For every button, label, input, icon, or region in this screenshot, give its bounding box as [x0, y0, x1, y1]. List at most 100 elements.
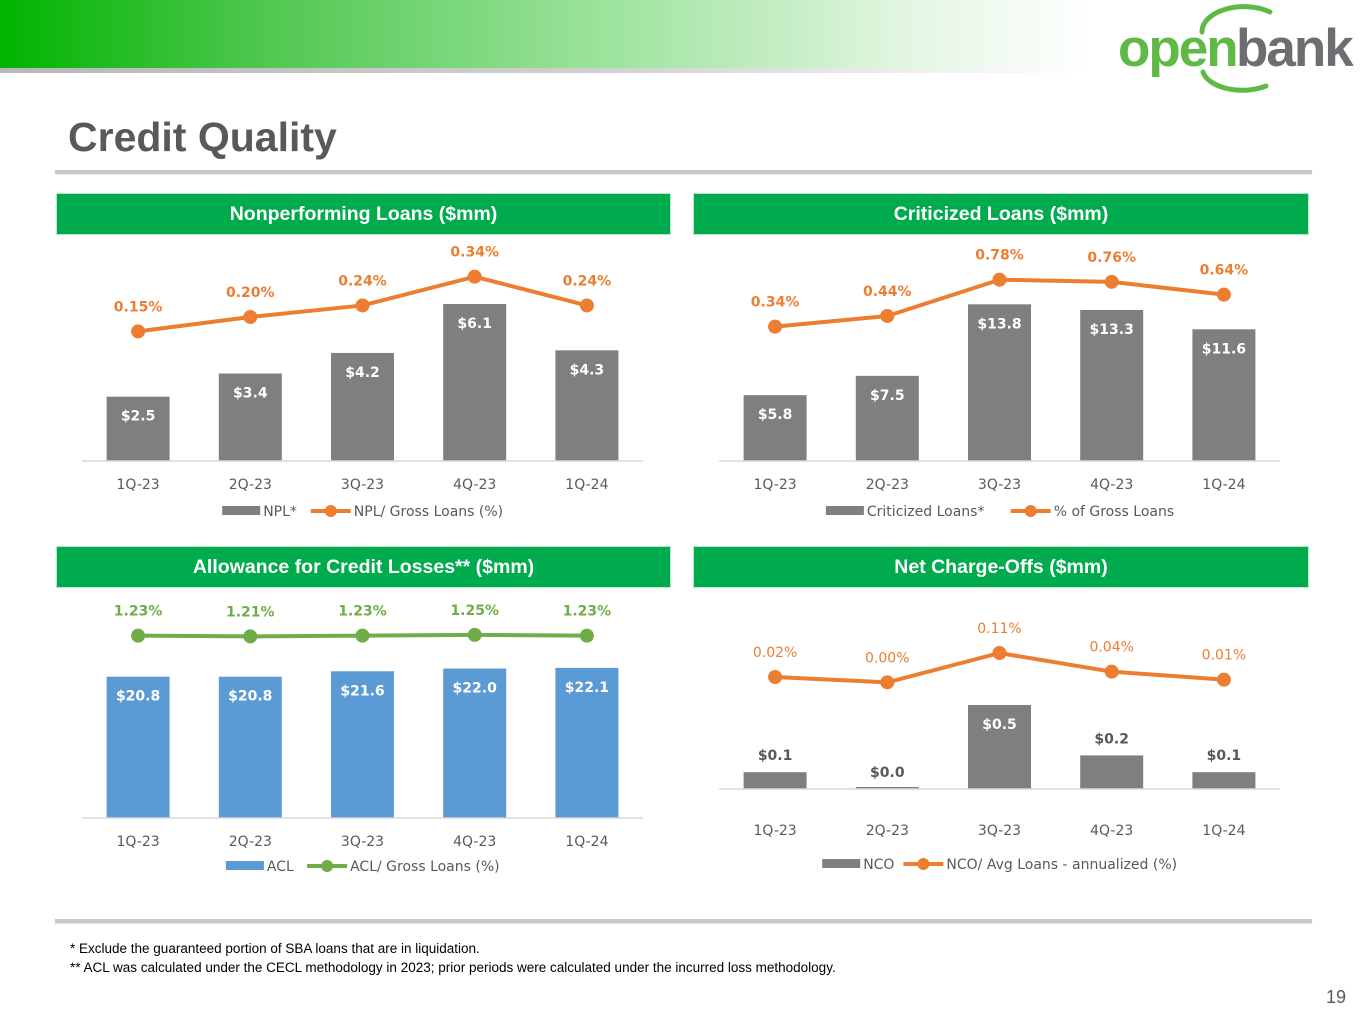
line-point-4q-23 [1104, 274, 1119, 289]
category-label: 4Q-23 [453, 477, 496, 493]
category-label: 3Q-23 [341, 834, 384, 850]
line-label: 1.23% [563, 604, 612, 620]
line-point-1q-23 [768, 319, 783, 334]
footer-divider [55, 919, 1312, 923]
bar-label: $20.8 [228, 689, 272, 705]
line-point-4q-23 [467, 627, 482, 642]
category-label: 1Q-23 [117, 834, 160, 850]
line-point-2q-23 [880, 675, 895, 690]
bar-2q-23 [218, 676, 282, 818]
line-label: 0.02% [753, 645, 797, 661]
line-label: 0.24% [563, 273, 612, 289]
bar-label: $5.8 [758, 407, 793, 423]
legend-swatch-bar [222, 506, 261, 515]
bar-label: $2.5 [121, 409, 156, 425]
line-point-1q-23 [131, 324, 146, 339]
logo-open-text: open [1118, 19, 1237, 78]
category-label: 1Q-24 [565, 834, 608, 850]
legend-label-bar: NCO [863, 857, 894, 873]
line-label: 0.34% [751, 295, 800, 311]
line-point-2q-23 [880, 308, 895, 323]
category-label: 3Q-23 [341, 477, 384, 493]
bar-3q-23 [968, 304, 1031, 461]
footnote-sba: * Exclude the guaranteed portion of SBA … [70, 941, 480, 956]
legend-marker-line [321, 860, 334, 872]
bar-1q-24 [555, 350, 619, 461]
category-label: 1Q-23 [754, 477, 797, 493]
line-label: 0.20% [226, 285, 275, 301]
legend: ACL ACL/ Gross Loans (%) [225, 859, 500, 875]
logo-bank-text: bank [1236, 19, 1354, 78]
line-label: 1.23% [114, 604, 163, 620]
line-label: 0.01% [1202, 648, 1246, 664]
category-label: 2Q-23 [866, 823, 909, 839]
bar-4q-23 [443, 668, 507, 818]
category-label: 1Q-24 [1202, 477, 1245, 493]
legend-marker-line [917, 858, 930, 870]
legend-swatch-bar [225, 861, 264, 870]
bar-label: $22.0 [453, 681, 498, 697]
bar-label: $4.2 [345, 365, 380, 381]
category-label: 4Q-23 [1090, 823, 1133, 839]
line-point-4q-23 [467, 269, 482, 284]
bar-label: $6.1 [457, 316, 492, 332]
line-label: 0.04% [1089, 640, 1133, 656]
line-label: 0.00% [865, 650, 909, 666]
legend-marker-line [324, 505, 337, 517]
line-point-2q-23 [243, 629, 258, 644]
category-label: 2Q-23 [866, 477, 909, 493]
logo-swoosh-bottom [1200, 69, 1269, 93]
line-label: 0.24% [338, 273, 387, 289]
logo-swoosh-top [1199, 4, 1273, 35]
bar-label: $11.6 [1202, 341, 1246, 357]
line-label: 0.15% [114, 299, 163, 315]
panel-header-acl: Allowance for Credit Losses** ($mm) [56, 546, 671, 588]
line-label: 0.11% [977, 621, 1021, 637]
header-gradient-shadow [0, 68, 1090, 73]
panel-header-npl: Nonperforming Loans ($mm) [56, 193, 671, 235]
acl-chart: $20.8 $20.8 $21.6 $22.0 $22.1 1.23% 1.21% 1.23%… [82, 603, 643, 875]
line-label: 1.23% [338, 604, 387, 620]
line-point-1q-23 [131, 628, 146, 643]
bar-2q-23 [218, 373, 282, 461]
nco-chart: $0.1 $0.0 $0.5 $0.2 $0.1 0.02% 0.00% 0.11% 0.04%… [719, 621, 1280, 873]
line-point-1q-24 [579, 628, 594, 643]
bar-3q-23 [331, 352, 394, 461]
bar-label: $0.5 [982, 717, 1017, 733]
bar-label: $0.1 [758, 748, 793, 764]
bar-3q-23 [331, 671, 394, 818]
panel-header-criticized: Criticized Loans ($mm) [693, 193, 1309, 235]
page-number: 19 [1326, 987, 1347, 1007]
bar-label: $21.6 [340, 683, 384, 699]
bar-1q-24 [1192, 329, 1256, 461]
line-label: 1.25% [450, 603, 499, 619]
bar-1q-23 [106, 676, 170, 818]
line-point-4q-23 [1104, 664, 1119, 679]
header-gradient-bar [0, 0, 1090, 68]
openbank-logo: open bank [1118, 4, 1356, 93]
line-label: 0.64% [1200, 263, 1249, 279]
line-point-3q-23 [355, 628, 370, 643]
legend-label-bar: ACL [267, 859, 294, 875]
bar-1q-23 [743, 772, 807, 789]
bar-label: $0.2 [1094, 731, 1129, 747]
category-label: 4Q-23 [453, 834, 496, 850]
title-divider [55, 170, 1312, 174]
bar-4q-23 [1080, 310, 1144, 461]
legend-label-line: NPL/ Gross Loans (%) [354, 504, 503, 520]
bar-label: $13.8 [977, 316, 1021, 332]
bar-label: $13.3 [1090, 322, 1134, 338]
legend-label-bar: NPL* [263, 504, 297, 520]
bar-1q-23 [106, 396, 170, 461]
legend-swatch-bar [825, 506, 864, 515]
category-label: 1Q-23 [754, 823, 797, 839]
legend: NPL* NPL/ Gross Loans (%) [222, 504, 503, 520]
bar-label: $22.1 [565, 680, 609, 696]
line-label: 0.34% [450, 245, 499, 261]
page-title: Credit Quality [68, 114, 337, 160]
legend-label-bar: Criticized Loans* [867, 504, 985, 520]
bar-1q-23 [743, 395, 807, 461]
legend-label-line: % of Gross Loans [1054, 504, 1174, 520]
category-label: 1Q-24 [565, 477, 608, 493]
npl-chart: $2.5 $3.4 $4.2 $6.1 $4.3 0.15% 0.20% 0.24% 0.34%… [82, 245, 643, 520]
